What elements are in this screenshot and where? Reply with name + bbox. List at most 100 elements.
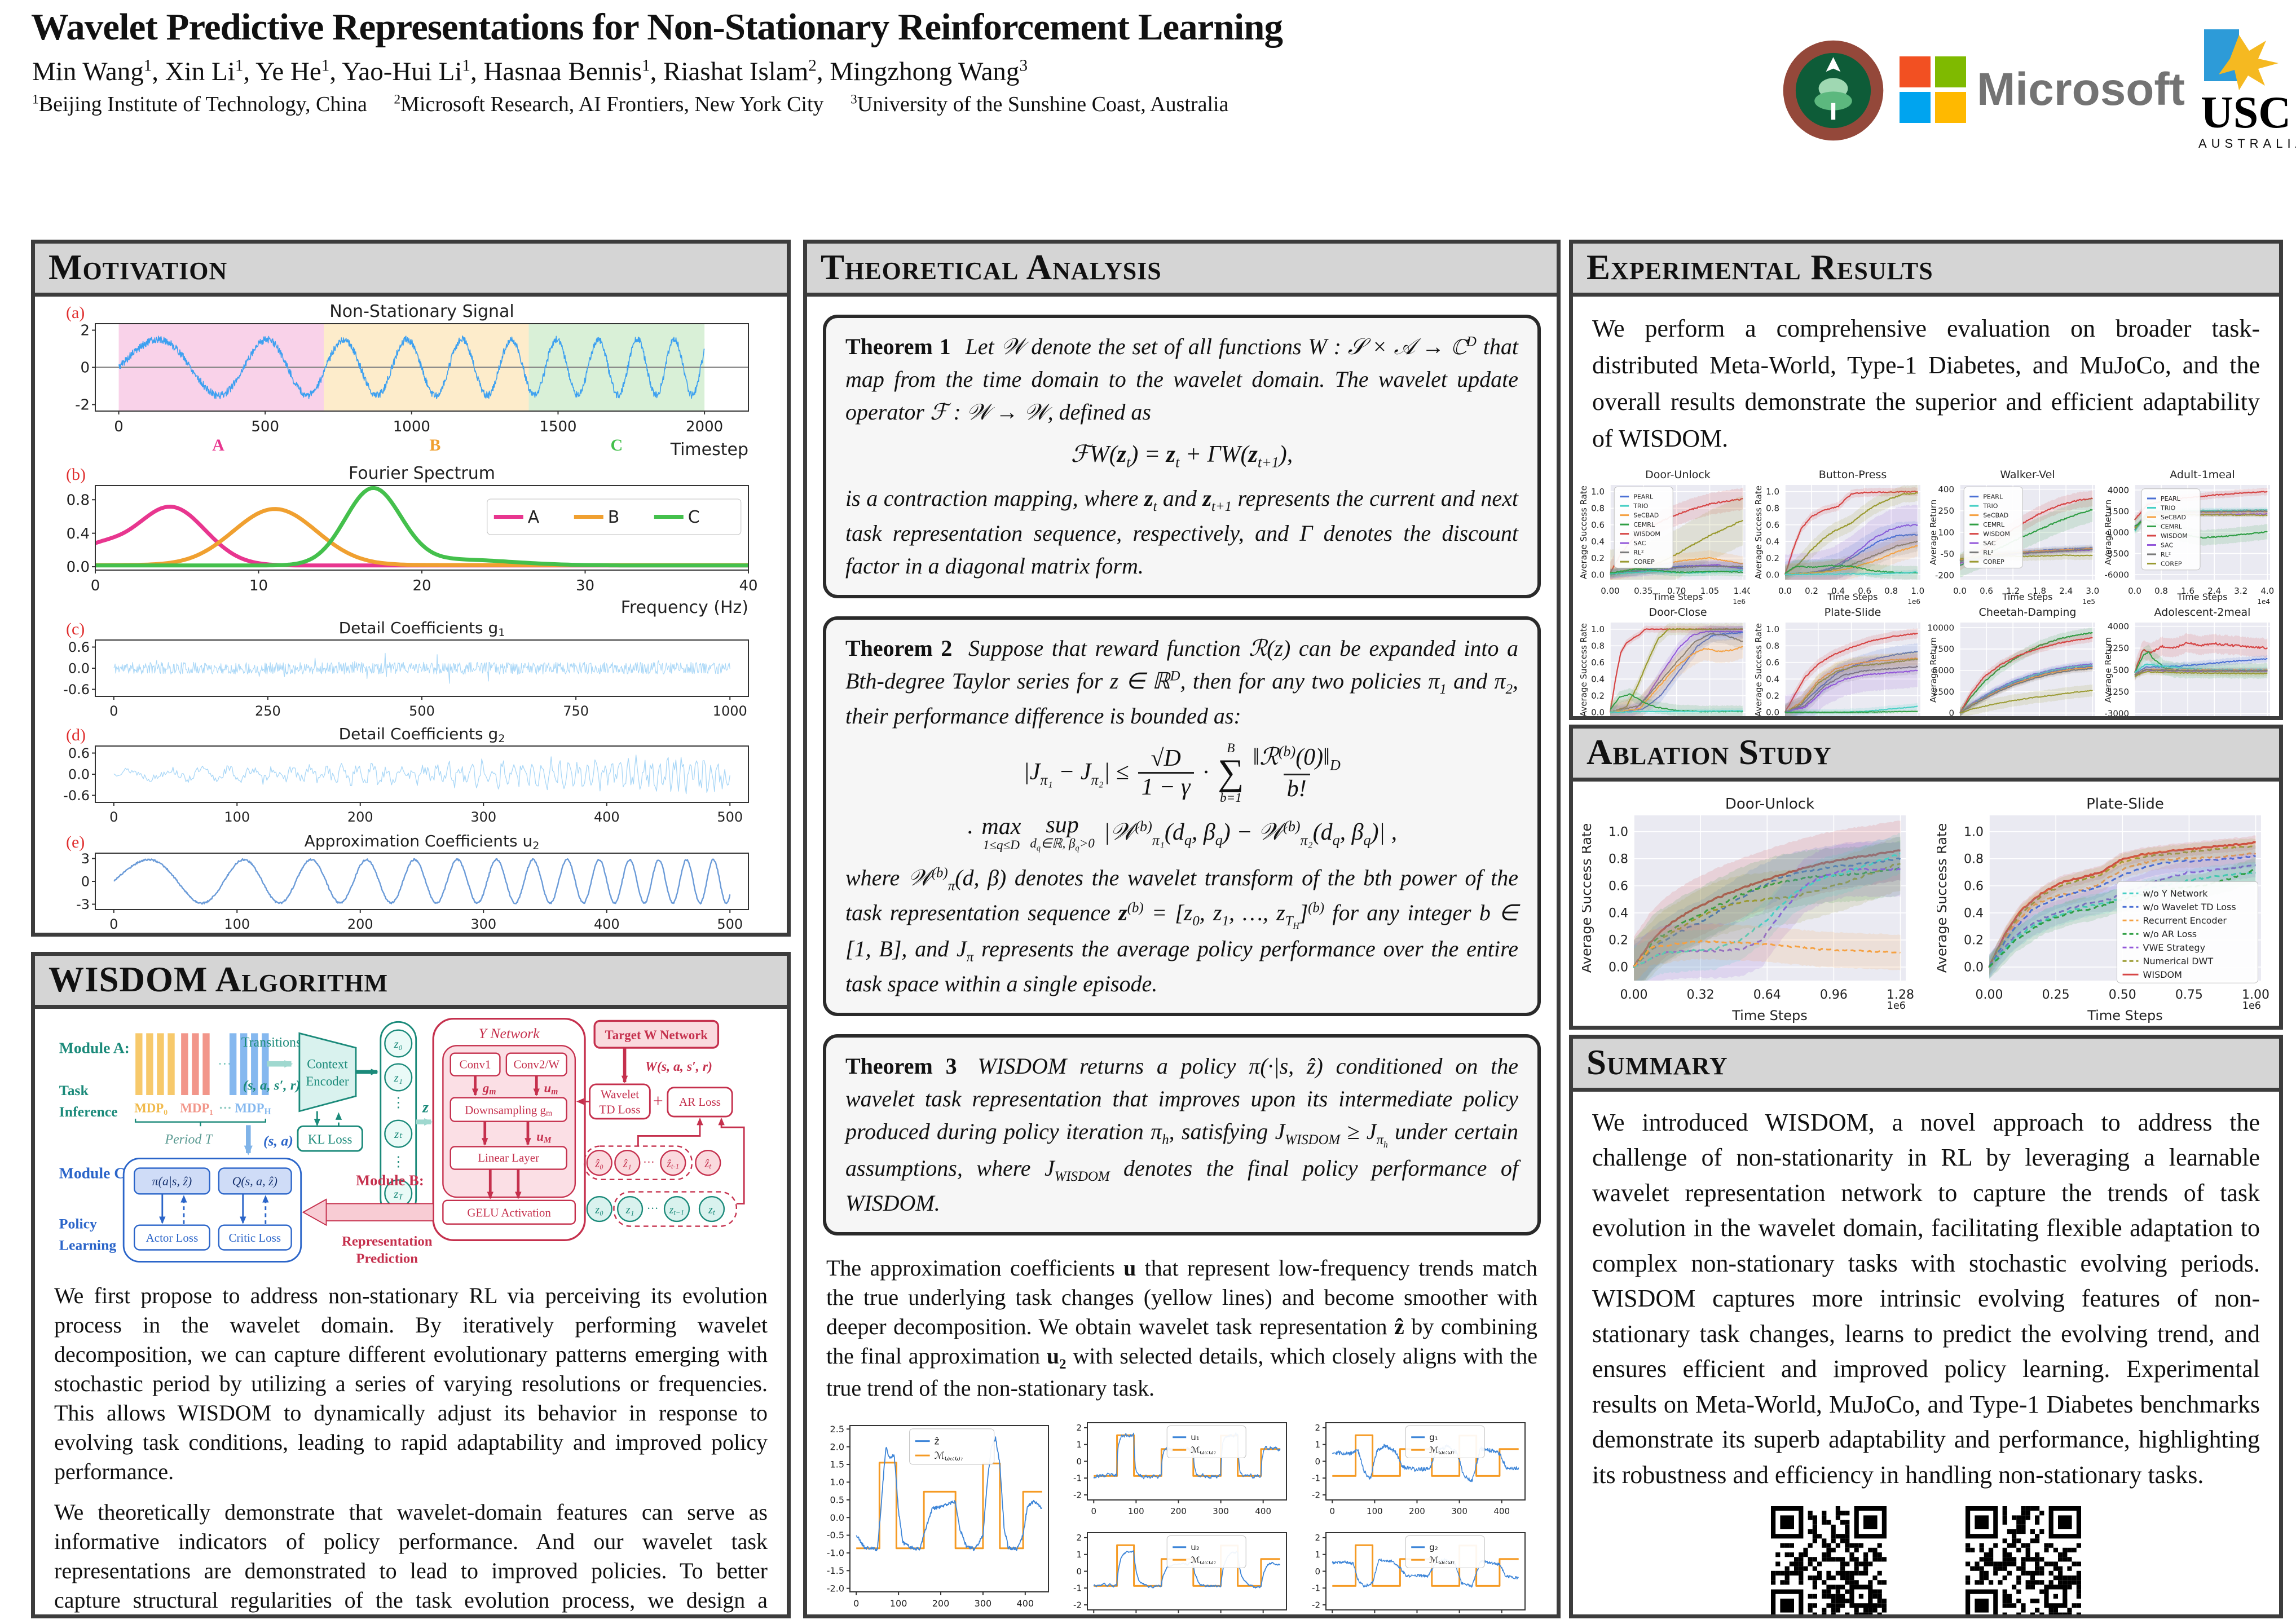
theorem-1-label: Theorem 1: [845, 334, 951, 359]
svg-text:0.5: 0.5: [830, 1494, 844, 1505]
series-band-7: [2135, 511, 2268, 546]
series-line-5: [1610, 566, 1743, 575]
svg-text:Average Success Rate: Average Success Rate: [1579, 486, 1589, 579]
svg-text:1000: 1000: [393, 418, 430, 435]
svg-text:0.0: 0.0: [1591, 570, 1605, 580]
svg-text:-0.6: -0.6: [63, 788, 90, 804]
svg-text:2: 2: [1076, 1423, 1082, 1433]
svg-text:SeCBAD: SeCBAD: [2161, 514, 2186, 521]
series-line-6: [1633, 939, 1901, 968]
target-w-label: Target W Network: [605, 1028, 708, 1042]
motivation-charts: 0 500 1000 1500 2000 -2 0 2 Timestep Non-Stationa…: [35, 297, 787, 933]
svg-text:Detail Coefficients g2: Detail Coefficients g2: [339, 725, 505, 745]
svg-text:Approximation Coefficients u2: Approximation Coefficients u2: [305, 832, 540, 852]
svg-text:400: 400: [594, 809, 620, 825]
z1-node: z₁: [394, 1071, 403, 1084]
svg-text:3: 3: [81, 851, 90, 867]
section-summary: Summary We introduced WISDOM, a novel ap…: [1569, 1035, 2283, 1618]
wavelet-td-label-1: Wavelet: [601, 1088, 639, 1101]
ar-loss-box: [667, 1087, 733, 1118]
svg-text:1.05: 1.05: [1700, 586, 1719, 596]
svg-text:500: 500: [2113, 665, 2129, 676]
svg-text:200: 200: [1409, 1506, 1425, 1516]
svg-text:500: 500: [717, 916, 743, 932]
series-line-5: [1784, 670, 1918, 713]
svg-text:2.4: 2.4: [2059, 586, 2073, 596]
svg-text:2250: 2250: [2108, 643, 2129, 654]
svg-text:-0.6: -0.6: [63, 682, 90, 698]
series-band-4: [1610, 559, 1743, 580]
series-band-1: [1634, 836, 1901, 981]
section-ablation-study: Ablation Study 0.00 0.32 0.64 0.96 1.28 0.0 0.…: [1569, 725, 2283, 1030]
svg-text:0: 0: [1091, 1506, 1096, 1516]
critic-loss-box: [218, 1224, 292, 1251]
affiliations: 1Beijing Institute of Technology, China …: [32, 92, 1229, 116]
svg-text:(c): (c): [66, 620, 85, 638]
svg-text:1.00: 1.00: [2242, 988, 2269, 1002]
chart-non-stationary-signal: 0 500 1000 1500 2000 -2 0 2 Timestep Non-Stationa…: [42, 299, 772, 460]
linear-layer-box: [449, 1146, 567, 1170]
zhat1-node: ẑ₁: [623, 1158, 632, 1170]
microsoft-logo-text: Microsoft: [1977, 64, 2185, 115]
qr-paper-icon: [1771, 1506, 1887, 1614]
representation-arrow: [302, 1198, 327, 1226]
svg-text:30: 30: [576, 577, 594, 594]
zt-node: zₜ: [394, 1127, 403, 1141]
svg-text:ẑ: ẑ: [935, 1436, 940, 1447]
svg-text:-1: -1: [1312, 1583, 1320, 1593]
svg-text:ℳω₀:ω₇: ℳω₀:ω₇: [1191, 1555, 1216, 1566]
svg-text:0.2: 0.2: [1766, 691, 1779, 701]
uM-label: uM: [536, 1129, 552, 1145]
kl-loss-label: KL Loss: [308, 1132, 352, 1146]
svg-text:Time Steps: Time Steps: [1652, 592, 1703, 602]
svg-text:COREP: COREP: [1633, 558, 1655, 566]
svg-text:0.0: 0.0: [68, 660, 90, 676]
ztrue-ellipsis: ···: [647, 1202, 659, 1215]
theorem-3-label: Theorem 3: [845, 1053, 957, 1079]
algorithm-paragraph-1: We first propose to address non-stationa…: [54, 1283, 768, 1484]
svg-text:0.50: 0.50: [2109, 988, 2136, 1002]
svg-text:0: 0: [1949, 708, 1954, 718]
svg-text:4.0: 4.0: [2260, 586, 2274, 596]
chart-button-press: 0.0 0.2 0.4 0.6 0.8 1.0 0.0 0.2 0.4 0.6 0.8 1.0 Time…: [1752, 470, 1925, 604]
svg-text:0: 0: [1076, 1457, 1082, 1467]
policy-pi-box: [134, 1167, 210, 1195]
svg-text:-1.0: -1.0: [827, 1547, 844, 1558]
svg-text:1500: 1500: [2108, 506, 2129, 517]
svg-text:0.0: 0.0: [1608, 961, 1628, 975]
representation-label: Representation: [342, 1234, 433, 1249]
svg-text:0.4: 0.4: [67, 526, 90, 542]
svg-text:PEARL: PEARL: [1983, 493, 2003, 501]
svg-text:-200: -200: [1935, 571, 1954, 581]
svg-text:0.2: 0.2: [1591, 691, 1605, 701]
series-band-3: [1785, 521, 1918, 580]
svg-text:200: 200: [347, 916, 373, 932]
series-band-3: [1634, 836, 1901, 981]
series-band-5: [1785, 535, 1918, 580]
svg-text:0.2: 0.2: [1608, 934, 1628, 948]
context-encoder-box: [298, 1032, 357, 1113]
svg-text:RL²: RL²: [1983, 549, 1993, 557]
svg-text:400: 400: [1938, 484, 1954, 495]
svg-text:-0.5: -0.5: [827, 1530, 844, 1541]
svg-text:2: 2: [1315, 1533, 1320, 1543]
series-band-0: [1960, 628, 2093, 716]
z-vdots-2: ⋮: [391, 1154, 406, 1170]
series-line-0: [1784, 633, 1918, 713]
algorithm-paragraph-2: We theoretically demonstrate that wavele…: [54, 1499, 768, 1613]
series-band-2: [1785, 505, 1918, 580]
svg-text:Detail Coefficients g1: Detail Coefficients g1: [339, 619, 505, 639]
svg-text:Timestep: Timestep: [670, 440, 748, 460]
series-band-6: [1634, 923, 1901, 981]
chart-zhat: 0 100 200 300 400 -2.0 -1.5 -1.0 -0.5 0.0 0.5 1.0 1.…: [812, 1414, 1054, 1614]
ztrue-group: [613, 1191, 737, 1227]
series-line-0: [1633, 849, 1901, 968]
svg-text:3.0: 3.0: [2086, 586, 2099, 596]
svg-text:0.6: 0.6: [1766, 657, 1779, 668]
svg-text:2.5: 2.5: [830, 1424, 844, 1435]
svg-text:1.0: 1.0: [1608, 826, 1628, 840]
svg-text:0.4: 0.4: [1766, 537, 1779, 547]
svg-text:100: 100: [224, 916, 250, 932]
linear-layer-label: Linear Layer: [478, 1151, 539, 1164]
theorem-2-formula-line-2: · max 1≤q≤D sup dq∈ℝ, βq>0 |𝒲(b)π₁(dq, βq)…: [966, 812, 1398, 853]
